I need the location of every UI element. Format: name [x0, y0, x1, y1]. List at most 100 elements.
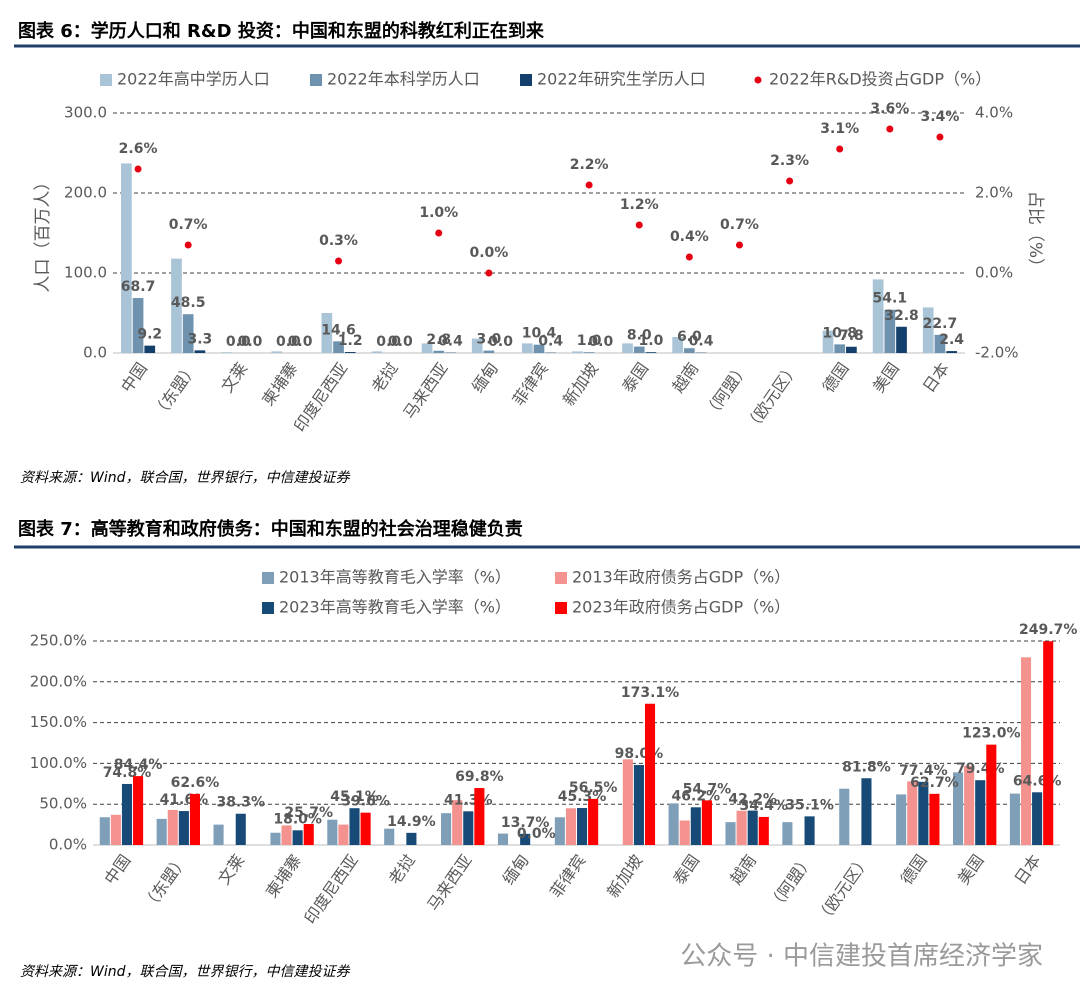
bar — [644, 703, 656, 845]
bar — [861, 778, 872, 845]
x-tick-label: 新加坡 — [603, 851, 646, 901]
bar — [406, 832, 417, 845]
y-tick-label: 100.0% — [30, 754, 87, 772]
dot — [335, 257, 343, 265]
bar — [701, 800, 712, 845]
legend-label: 2013年政府债务占GDP（%） — [572, 568, 790, 587]
x-tick-label: 柬埔寨 — [262, 851, 305, 901]
data-label: 34.4% — [739, 798, 788, 814]
data-label: 173.1% — [621, 685, 679, 701]
bar — [133, 776, 144, 845]
dot — [585, 181, 593, 189]
data-label: 98.0% — [615, 746, 664, 762]
bar — [884, 309, 896, 353]
bar — [804, 816, 815, 845]
bar — [421, 343, 433, 353]
bar — [533, 344, 545, 353]
x-tick-label: 老挝 — [368, 359, 402, 396]
y-tick-label: 300.0 — [64, 104, 107, 122]
y2-tick-label: -2.0% — [975, 344, 1019, 362]
data-label: 0.4 — [689, 334, 714, 350]
data-label: 14.6 — [321, 322, 356, 338]
chart-title: 图表 7：高等教育和政府债务：中国和东盟的社会治理稳健负责 — [18, 518, 523, 540]
bar — [521, 343, 533, 353]
bar — [303, 824, 314, 845]
legend-label: 2022年高中学历人口 — [117, 70, 270, 89]
data-label: 42.2% — [728, 792, 777, 808]
bar — [588, 798, 599, 845]
legend-swatch — [262, 602, 274, 614]
bar — [452, 800, 463, 845]
x-tick-label: （阿盟） — [700, 359, 752, 422]
bar — [321, 313, 333, 353]
data-label: 25.7% — [284, 805, 333, 821]
data-label: 0.0% — [517, 826, 556, 842]
data-label: 0.0 — [488, 334, 513, 350]
bar — [360, 812, 371, 845]
data-label: 56.5% — [569, 780, 618, 796]
data-label: 68.7 — [121, 279, 156, 295]
x-tick-label: 新加坡 — [559, 359, 602, 409]
y-tick-label: 50.0% — [39, 795, 87, 813]
bar — [178, 811, 189, 845]
x-tick-label: （阿盟） — [765, 851, 817, 914]
source-note: 资料来源：Wind，联合国，世界银行，中信建投证券 — [20, 964, 350, 980]
bar — [110, 814, 121, 845]
y-tick-label: 100.0 — [64, 264, 107, 282]
data-label: 3.0 — [476, 332, 501, 348]
data-label: 0.0 — [288, 334, 313, 350]
x-tick-label: 柬埔寨 — [258, 359, 301, 409]
x-tick-label: 德国 — [897, 851, 931, 888]
bar — [156, 818, 167, 845]
data-label: 3.1% — [820, 121, 859, 137]
data-label: 22.7 — [923, 316, 958, 332]
bar — [622, 759, 633, 845]
data-label: 3.4% — [921, 109, 960, 125]
data-label: 1.2 — [338, 333, 363, 349]
data-label: 32.8 — [884, 308, 919, 324]
legend-label: 2023年高等教育毛入学率（%） — [279, 598, 511, 617]
data-label: 0.0% — [469, 245, 508, 261]
bar — [235, 813, 246, 845]
y-tick-label: 150.0% — [30, 713, 87, 731]
legend-swatch — [555, 602, 567, 614]
data-label: 45.1% — [330, 789, 379, 805]
y-tick-label: 0.0% — [49, 836, 87, 854]
x-tick-label: 缅甸 — [468, 359, 502, 396]
data-label: 0.4 — [538, 334, 563, 350]
dot — [735, 241, 743, 249]
data-label: 0.3% — [319, 233, 358, 249]
x-tick-label: 马来西亚 — [399, 359, 451, 422]
bar — [554, 817, 565, 845]
data-label: 0.7% — [720, 217, 759, 233]
bar — [463, 811, 474, 845]
bar — [572, 351, 583, 353]
dot — [184, 241, 192, 249]
bar — [896, 794, 907, 845]
bar — [132, 298, 144, 353]
bar — [725, 822, 736, 845]
bar — [929, 793, 940, 845]
data-label: 14.9% — [387, 814, 436, 830]
x-tick-label: 越南 — [726, 851, 760, 888]
bar — [271, 351, 283, 353]
bar — [952, 772, 964, 845]
y2-tick-label: 2.0% — [975, 184, 1013, 202]
bar — [975, 780, 986, 845]
y2-axis-label: 占比（%） — [1025, 191, 1045, 275]
data-label: 38.3% — [216, 795, 265, 811]
data-label: 10.8 — [822, 325, 857, 341]
bar — [270, 832, 281, 845]
legend-label: 2022年研究生学历人口 — [537, 70, 706, 89]
data-label: 6.0 — [677, 329, 702, 345]
bar — [221, 352, 232, 353]
legend-swatch — [100, 74, 112, 86]
bar — [384, 828, 395, 845]
bar — [1032, 792, 1043, 845]
bar — [1009, 793, 1020, 845]
bar — [758, 816, 769, 845]
bar — [182, 314, 194, 353]
data-label: 0.4 — [438, 334, 463, 350]
bar — [1020, 657, 1032, 845]
data-label: 0.4% — [670, 229, 709, 245]
